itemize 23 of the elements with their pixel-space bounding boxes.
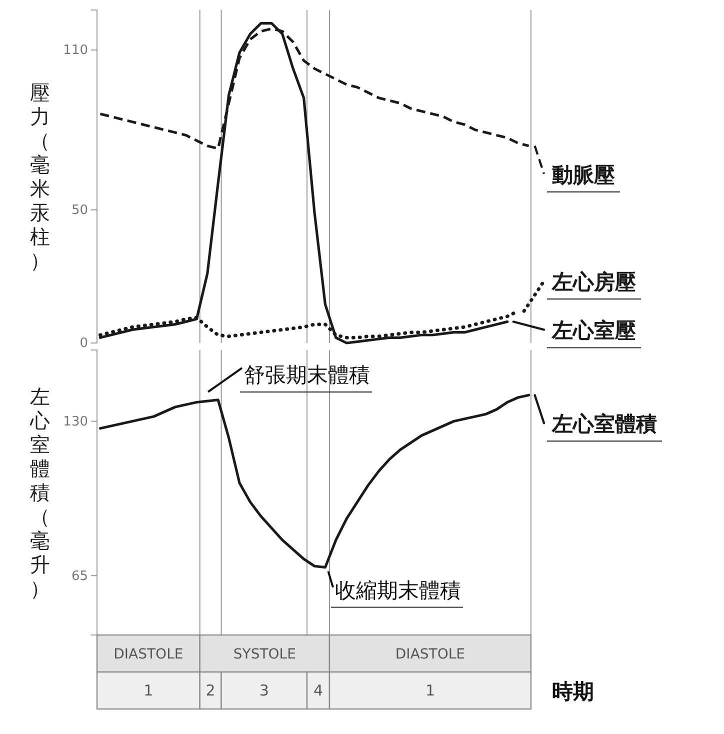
text: 4 xyxy=(313,682,324,700)
y-tick-label: 65 xyxy=(71,568,88,584)
text: 1 xyxy=(425,682,435,700)
text: 2 xyxy=(206,682,216,700)
y-tick-label: 50 xyxy=(71,202,88,218)
line-series xyxy=(98,394,530,569)
text: 時期 xyxy=(552,680,594,704)
annotation: 收縮期末體積 xyxy=(335,578,461,602)
text: SYSTOLE xyxy=(233,646,296,662)
text: DIASTOLE xyxy=(395,646,466,662)
text: 1 xyxy=(144,682,154,700)
series-label: 動脈壓 xyxy=(551,162,616,187)
y-tick-label: 110 xyxy=(63,43,88,58)
y-axis-title: 壓力（毫米汞柱） xyxy=(30,80,50,272)
legend-label: 左心房壓 xyxy=(551,270,637,294)
y-tick-label: 130 xyxy=(63,414,88,430)
text: 左心室體積（毫升） xyxy=(30,384,50,600)
series-label: 左心室體積 xyxy=(551,412,657,436)
annotation: 舒張期末體積 xyxy=(244,363,370,387)
text: 3 xyxy=(259,682,269,700)
legend-label: 左心室壓 xyxy=(551,318,637,343)
text: DIASTOLE xyxy=(114,646,184,662)
y-tick-label: 0 xyxy=(80,336,88,352)
